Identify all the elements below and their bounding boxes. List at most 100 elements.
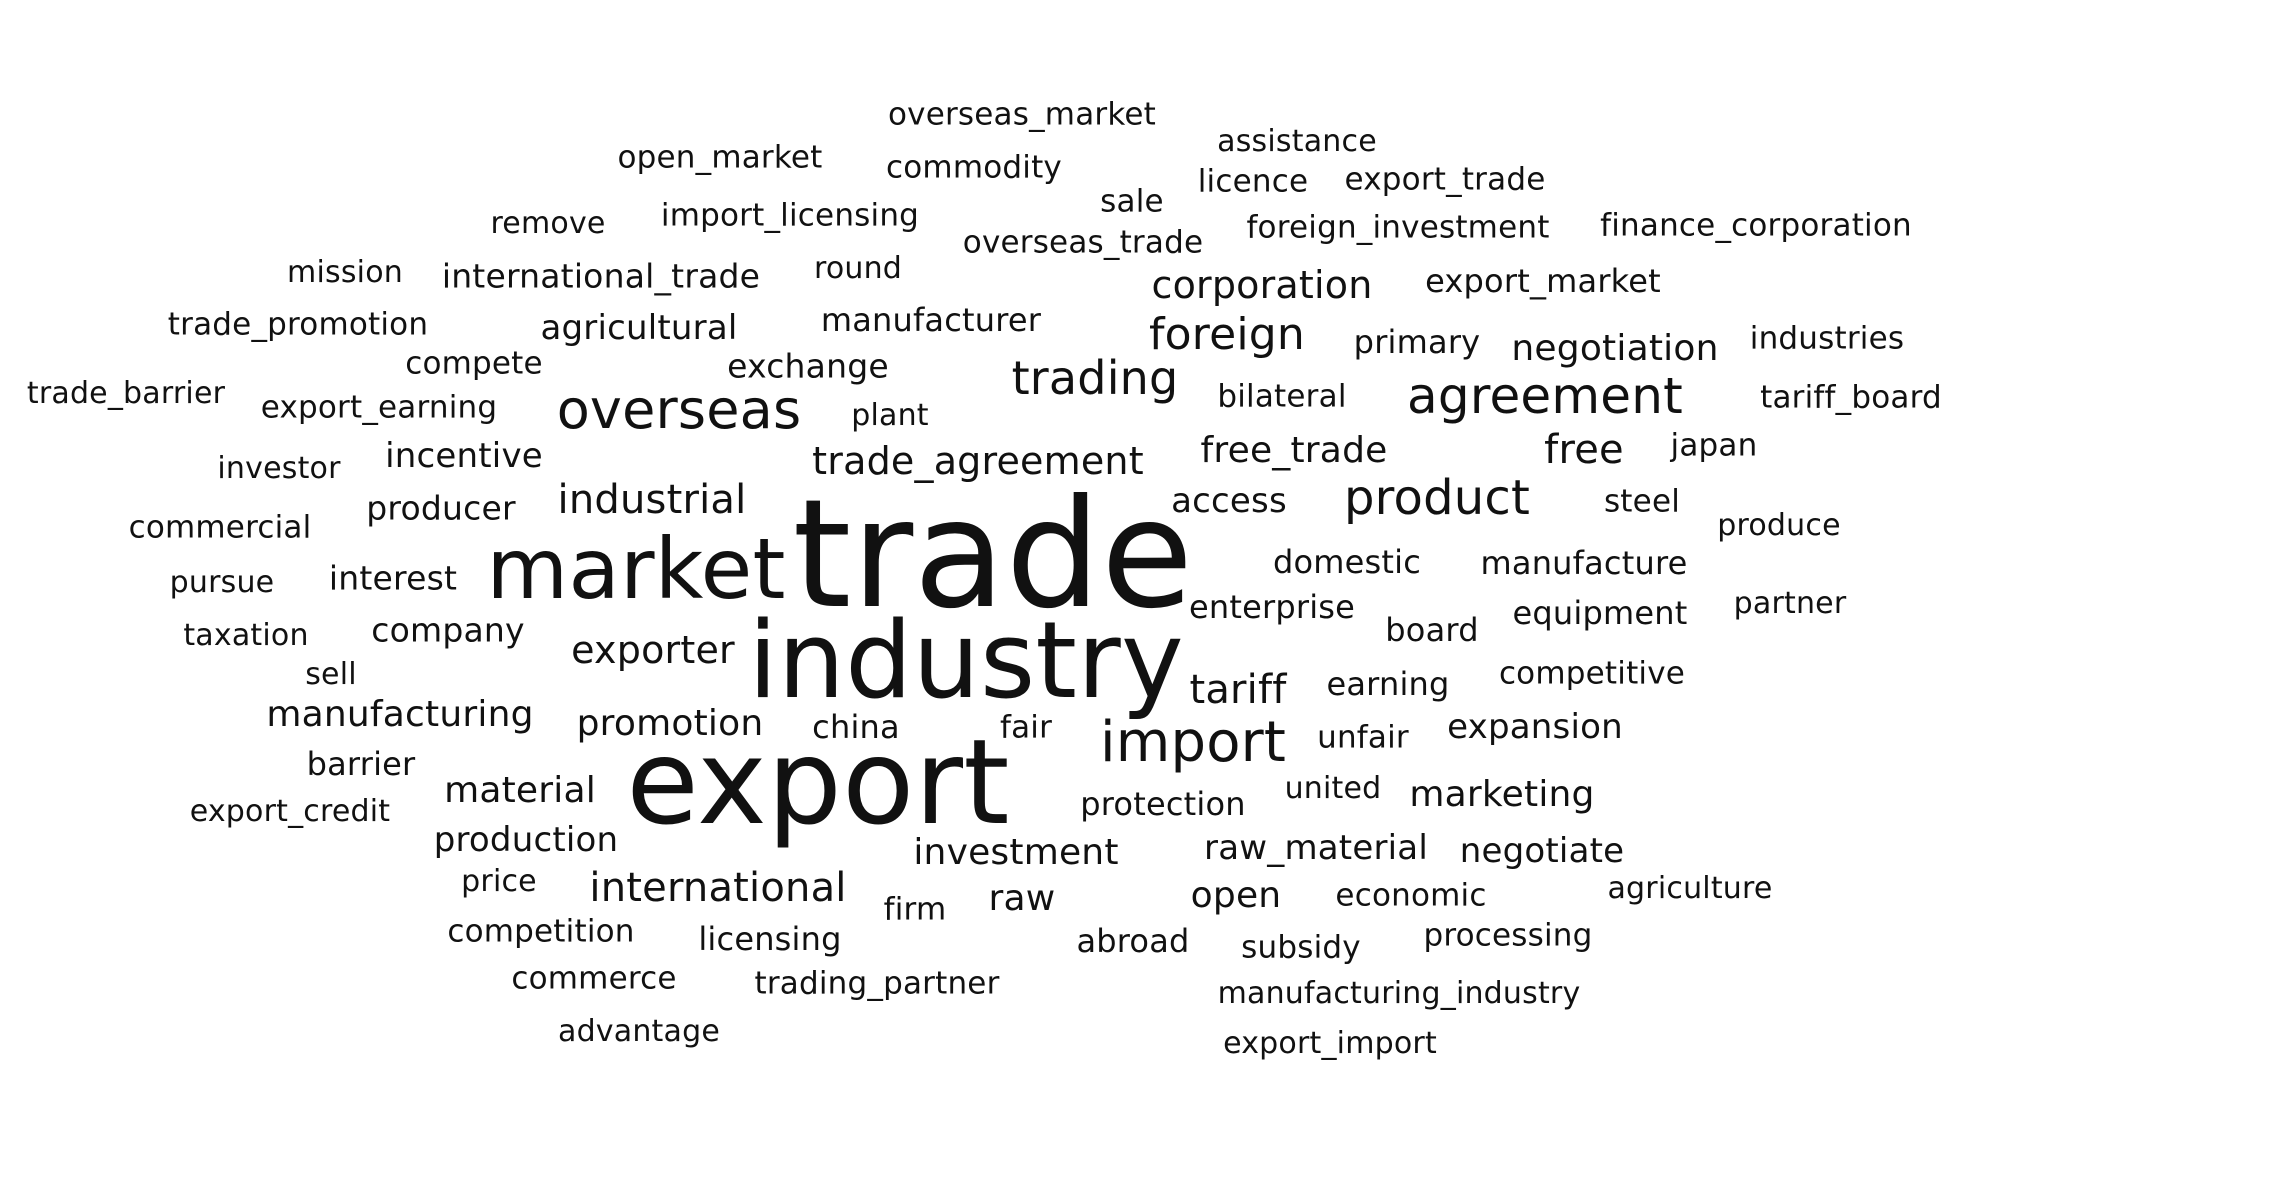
word: industrial: [557, 477, 747, 523]
word: industries: [1749, 320, 1905, 357]
word: mission: [287, 255, 403, 290]
word: foreign_investment: [1246, 209, 1550, 246]
word: overseas_trade: [962, 224, 1204, 261]
word: export_credit: [189, 794, 391, 829]
word: import: [1099, 710, 1287, 775]
word: price: [461, 864, 537, 899]
word: taxation: [183, 618, 309, 653]
word: commodity: [886, 149, 1062, 186]
word: compete: [405, 345, 543, 382]
word: trade_agreement: [812, 439, 1144, 483]
word: international: [589, 865, 847, 911]
word: agricultural: [540, 308, 738, 348]
word: united: [1284, 771, 1382, 806]
word: tariff_board: [1760, 379, 1942, 416]
word: economic: [1335, 877, 1487, 914]
word: open: [1190, 875, 1282, 916]
word: advantage: [557, 1014, 721, 1049]
word: access: [1171, 481, 1287, 521]
word: market: [486, 520, 786, 618]
word: competition: [447, 913, 635, 950]
word: export: [626, 713, 1010, 851]
word: corporation: [1151, 263, 1373, 307]
word: trade_promotion: [167, 306, 429, 343]
word: trade: [792, 468, 1194, 642]
word: bilateral: [1217, 378, 1347, 415]
word: commercial: [128, 509, 312, 546]
word: interest: [328, 558, 458, 598]
word: commerce: [511, 960, 677, 997]
word: product: [1343, 470, 1531, 526]
word: trading_partner: [754, 965, 1000, 1002]
word: company: [371, 610, 525, 650]
word: barrier: [306, 745, 416, 783]
word: international_trade: [441, 256, 761, 296]
word: china: [812, 708, 900, 746]
word: manufacturer: [820, 301, 1042, 339]
word: processing: [1423, 917, 1593, 954]
word: fair: [999, 709, 1053, 746]
word: exporter: [571, 628, 735, 672]
word: sale: [1100, 183, 1164, 220]
word: competitive: [1498, 655, 1686, 692]
word: industry: [748, 599, 1184, 722]
word: production: [433, 820, 619, 860]
word: licensing: [698, 920, 842, 958]
word: licence: [1197, 163, 1309, 200]
word: primary: [1353, 323, 1481, 361]
word: producer: [366, 488, 516, 528]
word: material: [444, 770, 596, 811]
word: raw: [988, 878, 1056, 919]
word: promotion: [576, 703, 764, 744]
word: expansion: [1447, 707, 1623, 747]
word: earning: [1326, 665, 1450, 703]
word: manufacture: [1480, 544, 1688, 582]
word: japan: [1670, 427, 1758, 464]
word: import_licensing: [660, 197, 920, 234]
word: open_market: [617, 139, 823, 176]
word: partner: [1733, 586, 1847, 621]
word: assistance: [1217, 124, 1377, 159]
word: steel: [1603, 483, 1681, 520]
word: tariff: [1189, 667, 1287, 713]
word: export_earning: [260, 389, 498, 426]
word: subsidy: [1241, 929, 1361, 966]
word: trading: [1011, 351, 1179, 405]
word: pursue: [169, 565, 275, 600]
word: free_trade: [1200, 430, 1388, 471]
word: firm: [883, 891, 947, 928]
word: agriculture: [1607, 871, 1773, 906]
word: trade_barrier: [26, 376, 226, 411]
word: export_trade: [1344, 161, 1546, 198]
word: enterprise: [1188, 588, 1356, 626]
word: produce: [1717, 508, 1841, 543]
word: investor: [217, 451, 341, 486]
word: negotiation: [1511, 328, 1719, 369]
word: unfair: [1317, 719, 1409, 756]
word: sell: [305, 657, 357, 692]
word: investment: [913, 832, 1119, 873]
word: manufacturing_industry: [1217, 976, 1581, 1011]
word: marketing: [1409, 774, 1595, 815]
word: incentive: [385, 436, 543, 476]
word: finance_corporation: [1600, 207, 1912, 244]
word: negotiate: [1459, 831, 1625, 871]
word: raw_material: [1204, 828, 1428, 868]
word: plant: [851, 398, 929, 433]
word: overseas_market: [887, 96, 1157, 133]
word: protection: [1080, 785, 1246, 823]
word: free: [1544, 427, 1624, 473]
word: agreement: [1407, 367, 1683, 425]
word: export_import: [1223, 1026, 1437, 1061]
word: manufacturing: [266, 694, 534, 735]
word: domestic: [1272, 543, 1422, 581]
word: remove: [490, 206, 606, 241]
word: round: [813, 251, 903, 286]
word: overseas: [556, 378, 802, 441]
word: exchange: [727, 346, 889, 386]
word: board: [1385, 611, 1479, 649]
word: foreign: [1148, 309, 1306, 360]
word: equipment: [1512, 594, 1688, 632]
word: abroad: [1076, 922, 1190, 960]
